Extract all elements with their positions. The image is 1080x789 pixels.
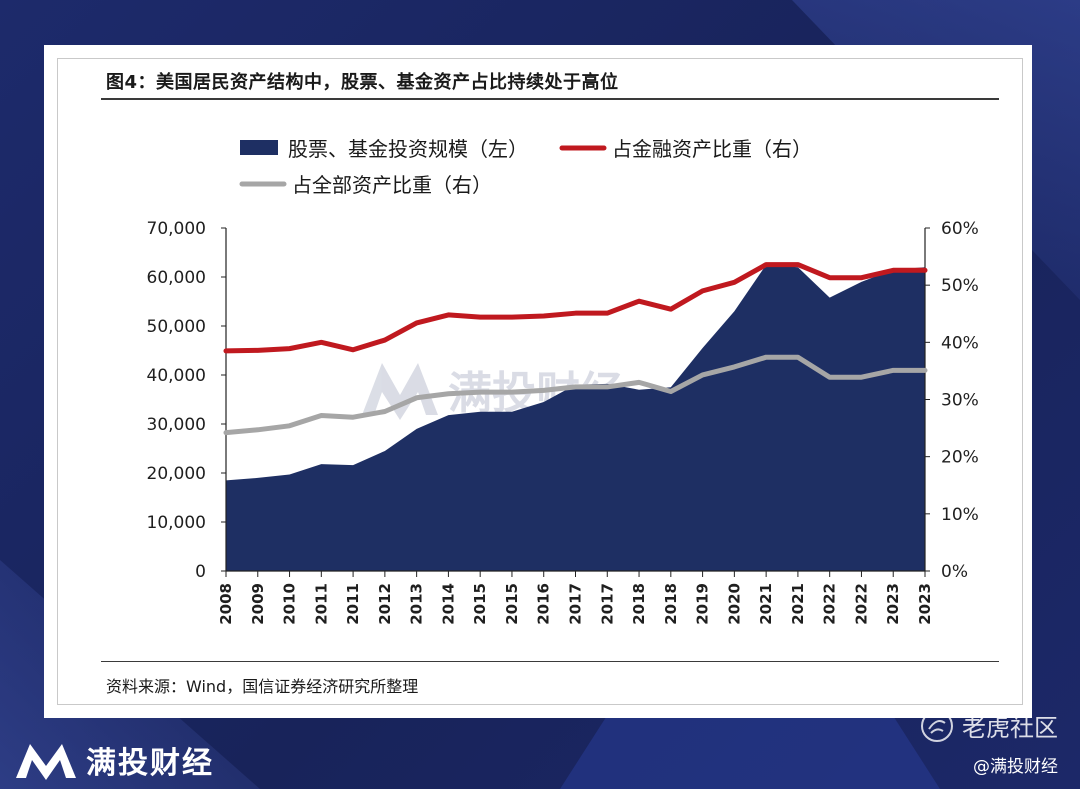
legend-swatch-area <box>240 140 278 155</box>
x-tick-label: 2015 <box>503 583 521 625</box>
tiger-icon <box>921 709 953 742</box>
x-tick-label: 2010 <box>281 583 299 625</box>
legend-label-red: 占金融资产比重（右） <box>612 137 812 161</box>
left-tick-label: 40,000 <box>147 366 206 386</box>
x-tick-label: 2011 <box>312 583 330 625</box>
tiger-community-name: 老虎社区 <box>962 714 1058 742</box>
x-tick-label: 2020 <box>725 583 743 625</box>
area-series-stock-fund <box>226 264 925 571</box>
right-tick-label: 10% <box>941 505 979 525</box>
line-series-total-share <box>223 354 928 436</box>
left-tick-label: 30,000 <box>147 415 206 435</box>
x-tick-label: 2013 <box>408 583 426 625</box>
right-tick-label: 60% <box>941 219 979 239</box>
legend: 股票、基金投资规模（左） 占金融资产比重（右） 占全部资产比重（右） <box>239 137 812 197</box>
figure-frame <box>57 58 1023 705</box>
title-rule <box>101 98 999 100</box>
legend-label-gray: 占全部资产比重（右） <box>292 173 492 197</box>
left-tick-label: 70,000 <box>147 219 206 239</box>
account-handle: @满投财经 <box>973 757 1058 777</box>
line-series-financial-share <box>223 262 928 354</box>
right-tick-label: 0% <box>941 562 968 582</box>
x-tick-label: 2017 <box>567 583 585 625</box>
left-tick-label: 50,000 <box>147 317 206 337</box>
x-tick-label: 2022 <box>821 583 839 625</box>
x-tick-label: 2018 <box>630 583 648 625</box>
x-tick-label: 2009 <box>249 583 267 625</box>
x-tick-label: 2015 <box>471 583 489 625</box>
x-tick-label: 2022 <box>852 583 870 625</box>
x-tick-label: 2021 <box>757 583 775 625</box>
tiger-community: 老虎社区 <box>920 708 1058 743</box>
x-tick-label: 2011 <box>344 583 362 625</box>
brand-logo-icon <box>16 744 76 780</box>
x-tick-label: 2021 <box>789 583 807 625</box>
right-tick-label: 40% <box>941 333 979 353</box>
x-tick-label: 2019 <box>694 583 712 625</box>
left-tick-label: 0 <box>195 562 206 582</box>
source-note: 资料来源：Wind，国信证券经济研究所整理 <box>106 677 419 696</box>
figure-title: 图4：美国居民资产结构中，股票、基金资产占比持续处于高位 <box>106 72 619 93</box>
right-tick-label: 50% <box>941 276 979 296</box>
x-tick-label: 2018 <box>662 583 680 625</box>
x-tick-label: 2008 <box>217 583 235 625</box>
left-tick-label: 20,000 <box>147 464 206 484</box>
plot-area: 0 10,000 20,000 30,000 40,000 50,000 60,000 70,… <box>147 219 979 625</box>
x-tick-label: 2023 <box>884 583 902 625</box>
right-tick-label: 20% <box>941 448 979 468</box>
x-tick-label: 2014 <box>439 583 457 625</box>
brand: 满投财经 <box>14 738 214 782</box>
x-tick-label: 2017 <box>598 583 616 625</box>
right-tick-label: 30% <box>941 391 979 411</box>
watermark-logo-icon <box>362 363 438 420</box>
x-tick-label: 2023 <box>916 583 934 625</box>
brand-name: 满投财经 <box>86 746 214 781</box>
x-tick-label: 2016 <box>535 583 553 625</box>
source-rule <box>101 661 999 662</box>
legend-label-area: 股票、基金投资规模（左） <box>288 137 528 161</box>
left-tick-label: 10,000 <box>147 513 206 533</box>
x-tick-label: 2012 <box>376 583 394 625</box>
left-tick-label: 60,000 <box>147 268 206 288</box>
